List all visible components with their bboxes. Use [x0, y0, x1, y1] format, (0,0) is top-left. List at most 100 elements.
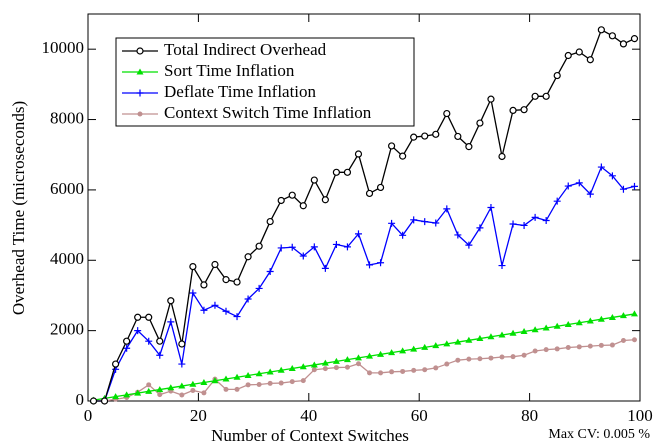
marker [421, 132, 429, 140]
marker [190, 387, 196, 393]
marker [134, 327, 142, 335]
marker [388, 142, 396, 150]
marker [299, 202, 307, 210]
marker [222, 276, 230, 284]
legend-label: Sort Time Inflation [164, 61, 295, 80]
marker [167, 297, 175, 305]
marker [211, 260, 219, 269]
marker [354, 150, 363, 158]
marker [156, 386, 164, 393]
marker [488, 355, 494, 361]
marker [465, 241, 473, 249]
marker [575, 48, 583, 56]
marker [487, 333, 495, 340]
marker [322, 366, 328, 372]
marker [156, 337, 164, 345]
marker [565, 345, 571, 351]
y-tick-label: 10000 [42, 38, 85, 57]
marker [597, 315, 605, 322]
marker [200, 281, 208, 289]
marker [244, 295, 252, 303]
marker [410, 133, 418, 141]
marker [354, 354, 362, 361]
marker [498, 262, 506, 270]
legend-marker [136, 89, 144, 97]
marker [421, 218, 429, 226]
marker [222, 375, 230, 382]
marker [410, 345, 418, 352]
annotation: Max CV: 0.005 % [548, 427, 650, 442]
marker [333, 365, 339, 371]
marker [487, 95, 495, 103]
legend-marker [136, 47, 144, 55]
marker [509, 106, 517, 114]
marker [542, 92, 550, 100]
marker [432, 342, 440, 349]
marker [564, 182, 572, 190]
marker [564, 51, 572, 60]
marker [388, 219, 396, 227]
marker [432, 130, 440, 138]
marker [289, 379, 295, 385]
marker [245, 382, 251, 388]
marker [145, 313, 153, 321]
marker [520, 328, 528, 335]
marker [466, 356, 472, 362]
marker [321, 359, 329, 366]
marker [388, 349, 396, 356]
marker [244, 253, 252, 261]
x-tick-label: 80 [521, 406, 538, 425]
marker [476, 224, 484, 232]
marker [189, 380, 197, 387]
marker [178, 360, 186, 368]
marker [311, 367, 317, 373]
marker [443, 340, 451, 347]
series-line [93, 339, 635, 402]
marker [288, 191, 296, 199]
marker [366, 352, 374, 359]
marker [553, 71, 561, 80]
marker [277, 366, 285, 373]
marker [365, 189, 374, 198]
marker [233, 373, 241, 380]
marker [299, 252, 307, 260]
marker [543, 347, 549, 353]
marker [310, 361, 318, 368]
marker [498, 152, 506, 161]
y-tick-label: 6000 [50, 179, 84, 198]
legend-marker [137, 111, 143, 117]
marker [211, 377, 219, 384]
marker [367, 370, 373, 376]
marker [244, 371, 252, 378]
marker [332, 357, 340, 364]
marker [178, 340, 186, 348]
marker [179, 392, 185, 398]
marker [608, 313, 616, 320]
marker [343, 168, 352, 176]
marker [509, 329, 517, 336]
marker [510, 354, 516, 360]
marker [399, 152, 407, 160]
marker [266, 368, 274, 375]
marker [344, 364, 350, 370]
marker [123, 337, 131, 345]
marker [145, 337, 153, 345]
marker [277, 196, 285, 205]
marker [421, 343, 429, 350]
marker [377, 350, 385, 357]
marker [619, 185, 627, 193]
marker [376, 183, 385, 192]
marker [255, 242, 263, 250]
marker [399, 231, 407, 239]
marker [455, 357, 461, 363]
marker [564, 320, 572, 327]
marker [619, 40, 628, 48]
marker [576, 344, 582, 350]
marker [454, 231, 462, 239]
marker [277, 244, 285, 252]
marker [378, 370, 384, 376]
marker [201, 390, 207, 396]
legend-label: Deflate Time Inflation [164, 82, 317, 101]
series-line [93, 165, 635, 402]
marker [587, 343, 593, 349]
